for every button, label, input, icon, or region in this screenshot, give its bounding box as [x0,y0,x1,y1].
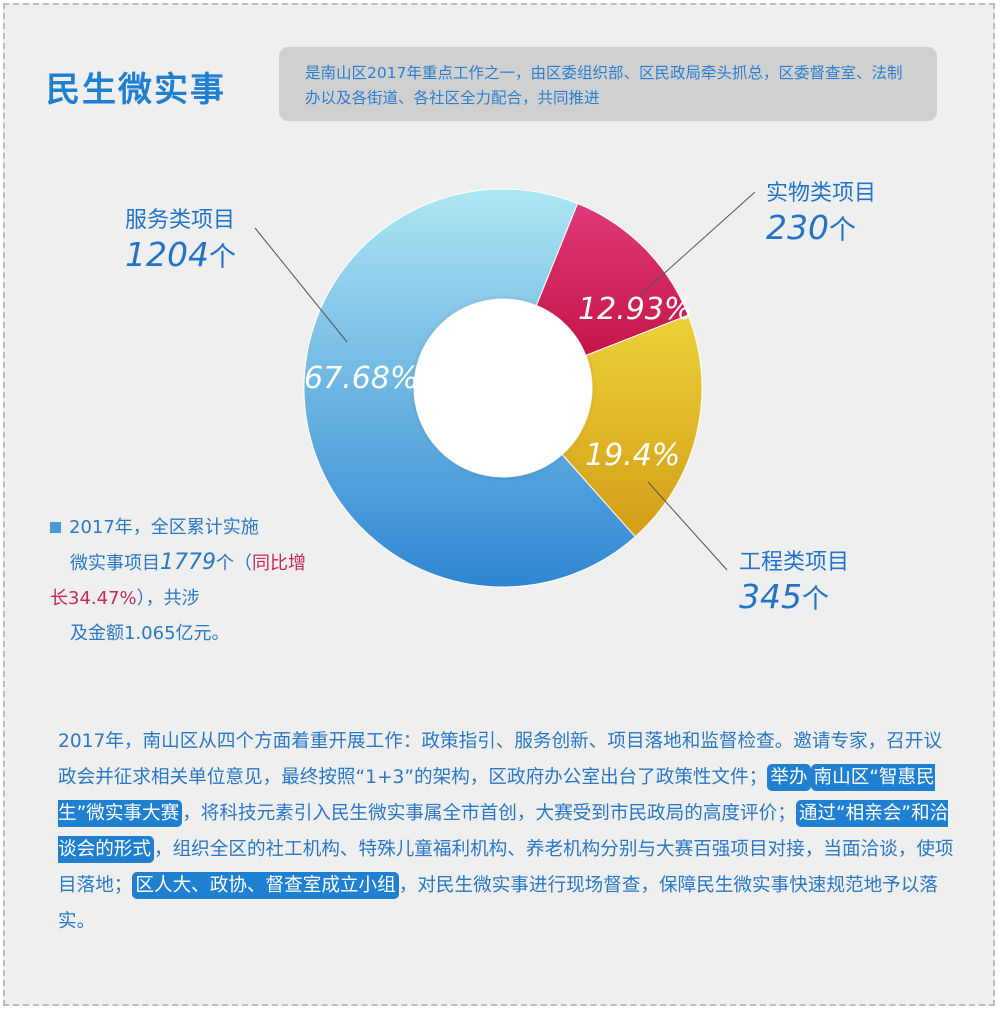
summary-part1: 2017年，全区累计实施 [69,517,259,538]
percent-engineering: 19.4% [585,438,681,473]
label-service: 服务类项目 1204个 [125,207,236,278]
summary-part4: ），共涉 [136,588,200,609]
label-service-unit: 个 [208,242,236,273]
summary-part2: 微实事项目 [70,553,160,574]
leader-line-engineering [647,481,728,571]
label-goods: 实物类项目 230个 [766,180,876,251]
summary-count: 1779 [160,550,216,575]
intro-text: 是南山区2017年重点工作之一，由区委组织部、区民政局牵头抓总，区委督查室、法制… [305,64,903,107]
label-engineering-count: 345 [739,577,802,616]
label-service-count: 1204 [125,235,209,274]
summary-block: 2017年，全区累计实施 微实事项目1779个（同比增长34.47%），共涉 及… [50,510,310,651]
label-goods-count: 230 [766,208,829,247]
summary-part5: 及金额1.065亿元。 [70,623,230,644]
label-engineering-name: 工程类项目 [739,550,850,575]
body-text-4: ，对民生微实事进行现场督查，保障民生微实事快速规范地予以落实。 [58,875,938,932]
label-service-name: 服务类项目 [125,208,236,233]
percent-goods: 12.93% [578,292,693,327]
bullet-square-icon [50,521,61,533]
summary-part3: 个（ [216,553,252,574]
intro-box: 是南山区2017年重点工作之一，由区委组织部、区民政局牵头抓总，区委督查室、法制… [279,47,937,121]
leader-line-goods [639,191,756,296]
label-engineering-unit: 个 [802,584,829,615]
highlight-supervision-group: 区人大、政协、督查室成立小组 [132,872,399,899]
label-engineering: 工程类项目 345个 [739,549,849,620]
body-text-3: ，组织全区的社工机构、特殊儿童福利机构、养老机构分别与大赛百强项目对接，当面洽谈… [58,839,954,896]
body-paragraph: 2017年，南山区从四个方面着重开展工作：政策指引、服务创新、项目落地和监督检查… [58,724,958,940]
donut-hole [414,299,592,477]
highlight-contest-start: 举办 [767,764,811,791]
leader-line-service [254,227,348,343]
label-goods-unit: 个 [829,215,856,246]
page-title: 民生微实事 [46,70,226,110]
percent-service: 67.68% [304,361,419,396]
label-goods-name: 实物类项目 [766,181,877,206]
body-text-1: 2017年，南山区从四个方面着重开展工作：政策指引、服务创新、项目落地和监督检查… [58,731,943,788]
body-text-2: ，将科技元素引入民生微实事属全市首创，大赛受到市民政局的高度评价； [182,803,796,824]
summary-growth: 同比增长34.47% [50,553,306,609]
